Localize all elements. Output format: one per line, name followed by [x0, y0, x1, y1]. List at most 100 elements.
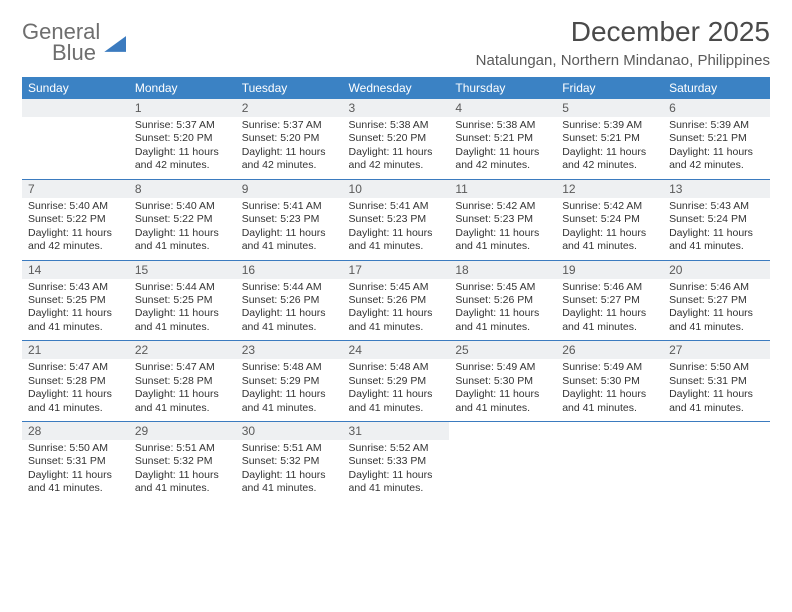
sunset-line: Sunset: 5:33 PM	[349, 455, 444, 468]
sunset-line: Sunset: 5:26 PM	[242, 294, 337, 307]
weekday-header: Wednesday	[343, 77, 450, 99]
daylight-line: Daylight: 11 hours and 41 minutes.	[28, 388, 123, 415]
sunrise-line: Sunrise: 5:43 AM	[28, 281, 123, 294]
daylight-line: Daylight: 11 hours and 42 minutes.	[349, 146, 444, 173]
sunset-line: Sunset: 5:31 PM	[28, 455, 123, 468]
calendar-cell: 6Sunrise: 5:39 AMSunset: 5:21 PMDaylight…	[663, 99, 770, 179]
brand-word2: Blue	[52, 43, 100, 64]
daylight-line: Daylight: 11 hours and 41 minutes.	[455, 307, 550, 334]
day-number: 4	[449, 99, 556, 117]
sunset-line: Sunset: 5:24 PM	[669, 213, 764, 226]
day-number: 12	[556, 180, 663, 198]
day-number: 16	[236, 261, 343, 279]
daylight-line: Daylight: 11 hours and 41 minutes.	[135, 469, 230, 496]
day-details: Sunrise: 5:40 AMSunset: 5:22 PMDaylight:…	[22, 198, 129, 260]
day-details: Sunrise: 5:48 AMSunset: 5:29 PMDaylight:…	[236, 359, 343, 421]
sunrise-line: Sunrise: 5:49 AM	[562, 361, 657, 374]
day-details: Sunrise: 5:46 AMSunset: 5:27 PMDaylight:…	[663, 279, 770, 341]
calendar-cell: 20Sunrise: 5:46 AMSunset: 5:27 PMDayligh…	[663, 260, 770, 341]
day-number: 30	[236, 422, 343, 440]
calendar-cell: 18Sunrise: 5:45 AMSunset: 5:26 PMDayligh…	[449, 260, 556, 341]
calendar-cell	[663, 422, 770, 502]
day-number: 20	[663, 261, 770, 279]
daylight-line: Daylight: 11 hours and 41 minutes.	[562, 388, 657, 415]
day-number: 3	[343, 99, 450, 117]
day-number: 10	[343, 180, 450, 198]
calendar-cell: 11Sunrise: 5:42 AMSunset: 5:23 PMDayligh…	[449, 179, 556, 260]
empty-cell	[22, 117, 129, 173]
sunrise-line: Sunrise: 5:41 AM	[349, 200, 444, 213]
calendar-row: 14Sunrise: 5:43 AMSunset: 5:25 PMDayligh…	[22, 260, 770, 341]
calendar-cell: 27Sunrise: 5:50 AMSunset: 5:31 PMDayligh…	[663, 341, 770, 422]
day-number: 22	[129, 341, 236, 359]
calendar-cell: 13Sunrise: 5:43 AMSunset: 5:24 PMDayligh…	[663, 179, 770, 260]
day-number: 26	[556, 341, 663, 359]
day-number: 29	[129, 422, 236, 440]
daylight-line: Daylight: 11 hours and 41 minutes.	[349, 307, 444, 334]
sunrise-line: Sunrise: 5:50 AM	[28, 442, 123, 455]
day-details: Sunrise: 5:41 AMSunset: 5:23 PMDaylight:…	[236, 198, 343, 260]
calendar-cell: 1Sunrise: 5:37 AMSunset: 5:20 PMDaylight…	[129, 99, 236, 179]
daylight-line: Daylight: 11 hours and 41 minutes.	[349, 388, 444, 415]
daylight-line: Daylight: 11 hours and 41 minutes.	[135, 227, 230, 254]
location-text: Natalungan, Northern Mindanao, Philippin…	[476, 52, 770, 69]
calendar-cell: 14Sunrise: 5:43 AMSunset: 5:25 PMDayligh…	[22, 260, 129, 341]
day-details: Sunrise: 5:43 AMSunset: 5:25 PMDaylight:…	[22, 279, 129, 341]
daylight-line: Daylight: 11 hours and 41 minutes.	[455, 227, 550, 254]
calendar-cell: 26Sunrise: 5:49 AMSunset: 5:30 PMDayligh…	[556, 341, 663, 422]
calendar-cell: 22Sunrise: 5:47 AMSunset: 5:28 PMDayligh…	[129, 341, 236, 422]
day-details: Sunrise: 5:45 AMSunset: 5:26 PMDaylight:…	[449, 279, 556, 341]
daylight-line: Daylight: 11 hours and 41 minutes.	[242, 307, 337, 334]
sunrise-line: Sunrise: 5:49 AM	[455, 361, 550, 374]
sunrise-line: Sunrise: 5:38 AM	[455, 119, 550, 132]
weekday-header: Friday	[556, 77, 663, 99]
empty-cell	[556, 440, 663, 496]
header: General Blue December 2025 Natalungan, N…	[22, 16, 770, 69]
calendar-row: 1Sunrise: 5:37 AMSunset: 5:20 PMDaylight…	[22, 99, 770, 179]
sunrise-line: Sunrise: 5:38 AM	[349, 119, 444, 132]
calendar-cell: 30Sunrise: 5:51 AMSunset: 5:32 PMDayligh…	[236, 422, 343, 502]
calendar-table: SundayMondayTuesdayWednesdayThursdayFrid…	[22, 77, 770, 502]
weekday-header: Saturday	[663, 77, 770, 99]
weekday-header: Monday	[129, 77, 236, 99]
sunrise-line: Sunrise: 5:48 AM	[349, 361, 444, 374]
title-block: December 2025 Natalungan, Northern Minda…	[476, 16, 770, 69]
day-details: Sunrise: 5:50 AMSunset: 5:31 PMDaylight:…	[663, 359, 770, 421]
sunrise-line: Sunrise: 5:40 AM	[135, 200, 230, 213]
day-details: Sunrise: 5:42 AMSunset: 5:23 PMDaylight:…	[449, 198, 556, 260]
day-number: 19	[556, 261, 663, 279]
daylight-line: Daylight: 11 hours and 41 minutes.	[242, 469, 337, 496]
sunset-line: Sunset: 5:30 PM	[455, 375, 550, 388]
sunset-line: Sunset: 5:25 PM	[135, 294, 230, 307]
day-details: Sunrise: 5:44 AMSunset: 5:26 PMDaylight:…	[236, 279, 343, 341]
sunset-line: Sunset: 5:26 PM	[349, 294, 444, 307]
day-number: 23	[236, 341, 343, 359]
daylight-line: Daylight: 11 hours and 41 minutes.	[135, 307, 230, 334]
calendar-row: 28Sunrise: 5:50 AMSunset: 5:31 PMDayligh…	[22, 422, 770, 502]
day-details: Sunrise: 5:49 AMSunset: 5:30 PMDaylight:…	[556, 359, 663, 421]
sunrise-line: Sunrise: 5:37 AM	[135, 119, 230, 132]
brand-logo: General Blue	[22, 16, 126, 64]
sunrise-line: Sunrise: 5:45 AM	[455, 281, 550, 294]
sunrise-line: Sunrise: 5:44 AM	[135, 281, 230, 294]
day-number: 17	[343, 261, 450, 279]
calendar-cell: 8Sunrise: 5:40 AMSunset: 5:22 PMDaylight…	[129, 179, 236, 260]
day-details: Sunrise: 5:39 AMSunset: 5:21 PMDaylight:…	[556, 117, 663, 179]
calendar-cell: 15 Sunrise: 5:44 AMSunset: 5:25 PMDayligh…	[129, 260, 236, 341]
sunset-line: Sunset: 5:23 PM	[455, 213, 550, 226]
sunrise-line: Sunrise: 5:41 AM	[242, 200, 337, 213]
sunset-line: Sunset: 5:31 PM	[669, 375, 764, 388]
page: General Blue December 2025 Natalungan, N…	[0, 0, 792, 502]
calendar-cell: 25Sunrise: 5:49 AMSunset: 5:30 PMDayligh…	[449, 341, 556, 422]
day-number: 15	[129, 261, 236, 279]
sunrise-line: Sunrise: 5:40 AM	[28, 200, 123, 213]
sunset-line: Sunset: 5:25 PM	[28, 294, 123, 307]
sunset-line: Sunset: 5:27 PM	[669, 294, 764, 307]
sunset-line: Sunset: 5:22 PM	[28, 213, 123, 226]
sunset-line: Sunset: 5:23 PM	[349, 213, 444, 226]
day-details: Sunrise: 5:38 AMSunset: 5:20 PMDaylight:…	[343, 117, 450, 179]
sunset-line: Sunset: 5:20 PM	[135, 132, 230, 145]
calendar-cell: 2Sunrise: 5:37 AMSunset: 5:20 PMDaylight…	[236, 99, 343, 179]
sunrise-line: Sunrise: 5:37 AM	[242, 119, 337, 132]
day-details: Sunrise: 5:40 AMSunset: 5:22 PMDaylight:…	[129, 198, 236, 260]
